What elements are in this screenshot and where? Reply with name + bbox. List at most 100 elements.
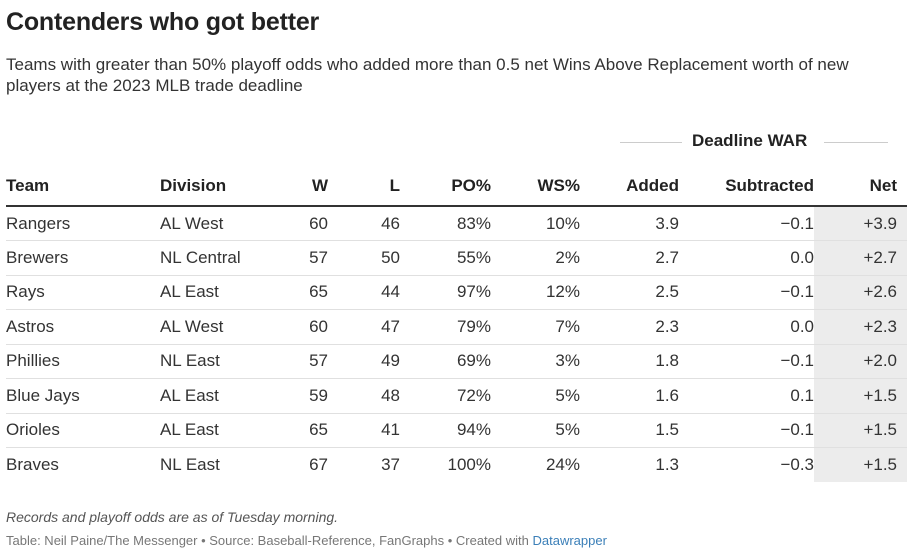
cell-po: 72% <box>400 378 491 414</box>
cell-added: 2.7 <box>580 240 679 276</box>
cell-team: Brewers <box>6 240 160 276</box>
cell-w: 65 <box>290 275 328 310</box>
cell-team: Rays <box>6 275 160 310</box>
deadline-war-group-header: Deadline WAR <box>620 131 888 153</box>
cell-added: 3.9 <box>580 206 679 241</box>
cell-l: 41 <box>328 413 400 448</box>
column-header-added[interactable]: Added <box>580 166 679 207</box>
cell-net: +2.7 <box>814 240 907 276</box>
cell-subtracted: 0.1 <box>679 378 814 414</box>
cell-net: +3.9 <box>814 206 907 241</box>
cell-added: 1.8 <box>580 344 679 379</box>
cell-added: 1.6 <box>580 378 679 414</box>
cell-w: 59 <box>290 378 328 414</box>
cell-w: 67 <box>309 455 328 474</box>
cell-division: NL Central <box>160 240 290 276</box>
cell-ws: 10% <box>491 206 580 241</box>
cell-team: Braves <box>6 455 59 474</box>
column-header-team[interactable]: Team <box>6 166 160 207</box>
cell-ws: 2% <box>491 240 580 276</box>
cell-ws: 12% <box>491 275 580 310</box>
column-header-net[interactable]: Net <box>814 166 907 207</box>
cell-po: 100% <box>447 455 491 474</box>
cell-team: Phillies <box>6 344 160 379</box>
cell-division: NL East <box>160 344 290 379</box>
cell-net: +1.5 <box>814 447 907 482</box>
cell-po: 97% <box>400 275 491 310</box>
cell-ws: 5% <box>491 413 580 448</box>
table-row: Orioles AL East 65 41 94% 5% 1.5 −0.1 +1.5 <box>6 413 907 448</box>
cell-po: 55% <box>400 240 491 276</box>
cell-ws: 3% <box>491 344 580 379</box>
cell-po: 83% <box>400 206 491 241</box>
cell-subtracted: −0.1 <box>679 275 814 310</box>
data-table: Team Division W L PO% WS% Added Subtract… <box>6 166 907 482</box>
column-header-division[interactable]: Division <box>160 166 290 207</box>
cell-po: 79% <box>400 309 491 345</box>
cell-division: AL East <box>160 378 290 414</box>
cell-division: AL East <box>160 275 290 310</box>
table-row: Blue Jays AL East 59 48 72% 5% 1.6 0.1 +1.5 <box>6 378 907 414</box>
cell-ws: 24% <box>545 455 580 474</box>
cell-division: AL West <box>160 206 290 241</box>
group-header-rule-right <box>824 142 888 143</box>
table-header-row: Team Division W L PO% WS% Added Subtract… <box>6 166 907 207</box>
group-header-label: Deadline WAR <box>692 131 808 150</box>
cell-l: 50 <box>328 240 400 276</box>
cell-added: 2.3 <box>580 309 679 345</box>
column-header-ws[interactable]: WS% <box>491 166 580 207</box>
cell-subtracted: −0.1 <box>679 344 814 379</box>
cell-w: 60 <box>290 309 328 345</box>
table-row: Rangers AL West 60 46 83% 10% 3.9 −0.1 +3.9 <box>6 206 907 241</box>
cell-net: +1.5 <box>814 413 907 448</box>
cell-added: 1.3 <box>655 455 679 474</box>
cell-l: 48 <box>328 378 400 414</box>
cell-net: +1.5 <box>814 378 907 414</box>
footer-text: Table: Neil Paine/The Messenger • Source… <box>6 533 533 548</box>
table-row: Astros AL West 60 47 79% 7% 2.3 0.0 +2.3 <box>6 309 907 345</box>
cell-po: 69% <box>400 344 491 379</box>
cell-subtracted: −0.1 <box>679 206 814 241</box>
cell-l: 49 <box>328 344 400 379</box>
cell-ws: 5% <box>491 378 580 414</box>
cell-w: 57 <box>290 344 328 379</box>
cell-w: 57 <box>290 240 328 276</box>
column-header-w[interactable]: W <box>290 166 328 207</box>
cell-division: AL East <box>160 413 290 448</box>
cell-added: 1.5 <box>580 413 679 448</box>
cell-net: +2.6 <box>814 275 907 310</box>
table-row: Phillies NL East 57 49 69% 3% 1.8 −0.1 +2.0 <box>6 344 907 379</box>
cell-ws: 7% <box>491 309 580 345</box>
cell-l: 44 <box>328 275 400 310</box>
cell-division: NL East <box>160 455 220 474</box>
table-row: Rays AL East 65 44 97% 12% 2.5 −0.1 +2.6 <box>6 275 907 310</box>
column-header-l[interactable]: L <box>328 166 400 207</box>
cell-team: Orioles <box>6 413 160 448</box>
cell-subtracted: 0.0 <box>679 240 814 276</box>
group-header-rule-left <box>620 142 682 143</box>
cell-po: 94% <box>400 413 491 448</box>
table-row: Brewers NL Central 57 50 55% 2% 2.7 0.0 +2.7 <box>6 240 907 276</box>
cell-l: 47 <box>328 309 400 345</box>
cell-subtracted: 0.0 <box>679 309 814 345</box>
datawrapper-link[interactable]: Datawrapper <box>532 533 607 548</box>
cell-team: Rangers <box>6 206 160 241</box>
cell-subtracted: −0.3 <box>780 455 814 474</box>
chart-subtitle: Teams with greater than 50% playoff odds… <box>6 55 849 95</box>
cell-w: 65 <box>290 413 328 448</box>
column-header-subtracted[interactable]: Subtracted <box>679 166 814 207</box>
table-notes: Records and playoff odds are as of Tuesd… <box>6 509 339 525</box>
cell-team: Astros <box>6 309 160 345</box>
table-body: Rangers AL West 60 46 83% 10% 3.9 −0.1 +3.9 Brewe… <box>6 206 907 482</box>
table-row: Braves NL East 67 37 100% 24% 1.3 −0.3 +1.5 <box>6 447 907 482</box>
chart-title: Contenders who got better <box>6 8 320 36</box>
cell-added: 2.5 <box>580 275 679 310</box>
cell-division: AL West <box>160 309 290 345</box>
cell-net: +2.3 <box>814 309 907 345</box>
footer-byline: Table: Neil Paine/The Messenger • Source… <box>6 533 607 548</box>
cell-team: Blue Jays <box>6 378 160 414</box>
cell-w: 60 <box>290 206 328 241</box>
cell-subtracted: −0.1 <box>679 413 814 448</box>
column-header-po[interactable]: PO% <box>400 166 491 207</box>
cell-l: 37 <box>381 455 400 474</box>
